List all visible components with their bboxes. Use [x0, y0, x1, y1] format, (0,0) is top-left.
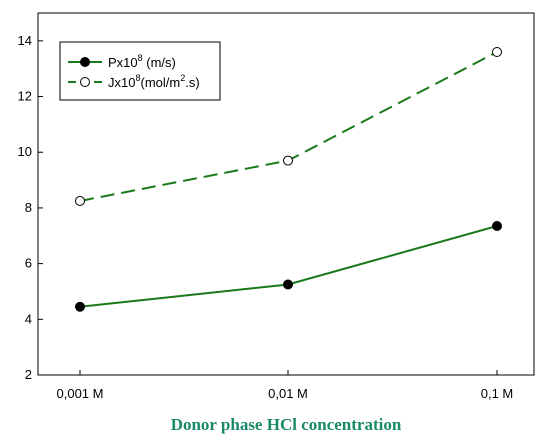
legend-marker-series-1 — [80, 57, 90, 67]
y-tick-label: 4 — [25, 311, 32, 326]
series-1-point — [492, 221, 502, 232]
y-tick-label: 14 — [18, 33, 32, 48]
series-2-point — [283, 155, 293, 166]
y-axis: 2 4 6 8 10 12 14 — [18, 33, 43, 382]
series-layer — [75, 46, 502, 312]
series-line-1 — [79, 225, 498, 308]
series-2-point — [492, 46, 502, 57]
y-tick-label: 2 — [25, 367, 32, 382]
x-axis-label: Donor phase HCl concentration — [171, 415, 402, 434]
legend: Px108 (m/s) Jx108(mol/m2.s) — [59, 41, 221, 101]
x-tick-label: 0,1 M — [481, 386, 514, 401]
legend-label-series-2: Jx108(mol/m2.s) — [108, 73, 200, 90]
legend-marker-series-2 — [80, 77, 90, 87]
x-tick-label: 0,01 M — [268, 386, 308, 401]
legend-box — [59, 41, 221, 101]
plot-frame — [37, 12, 535, 376]
series-1-point — [283, 279, 293, 290]
y-tick-label: 8 — [25, 200, 32, 215]
series-2-point — [75, 195, 85, 206]
x-axis: 0,001 M 0,01 M 0,1 M — [57, 370, 514, 401]
series-1-point — [75, 301, 85, 312]
x-tick-label: 0,001 M — [57, 386, 104, 401]
legend-label-series-1: Px108 (m/s) — [108, 53, 176, 70]
y-tick-label: 12 — [18, 89, 32, 104]
y-tick-label: 6 — [25, 256, 32, 271]
y-tick-label: 10 — [18, 144, 32, 159]
